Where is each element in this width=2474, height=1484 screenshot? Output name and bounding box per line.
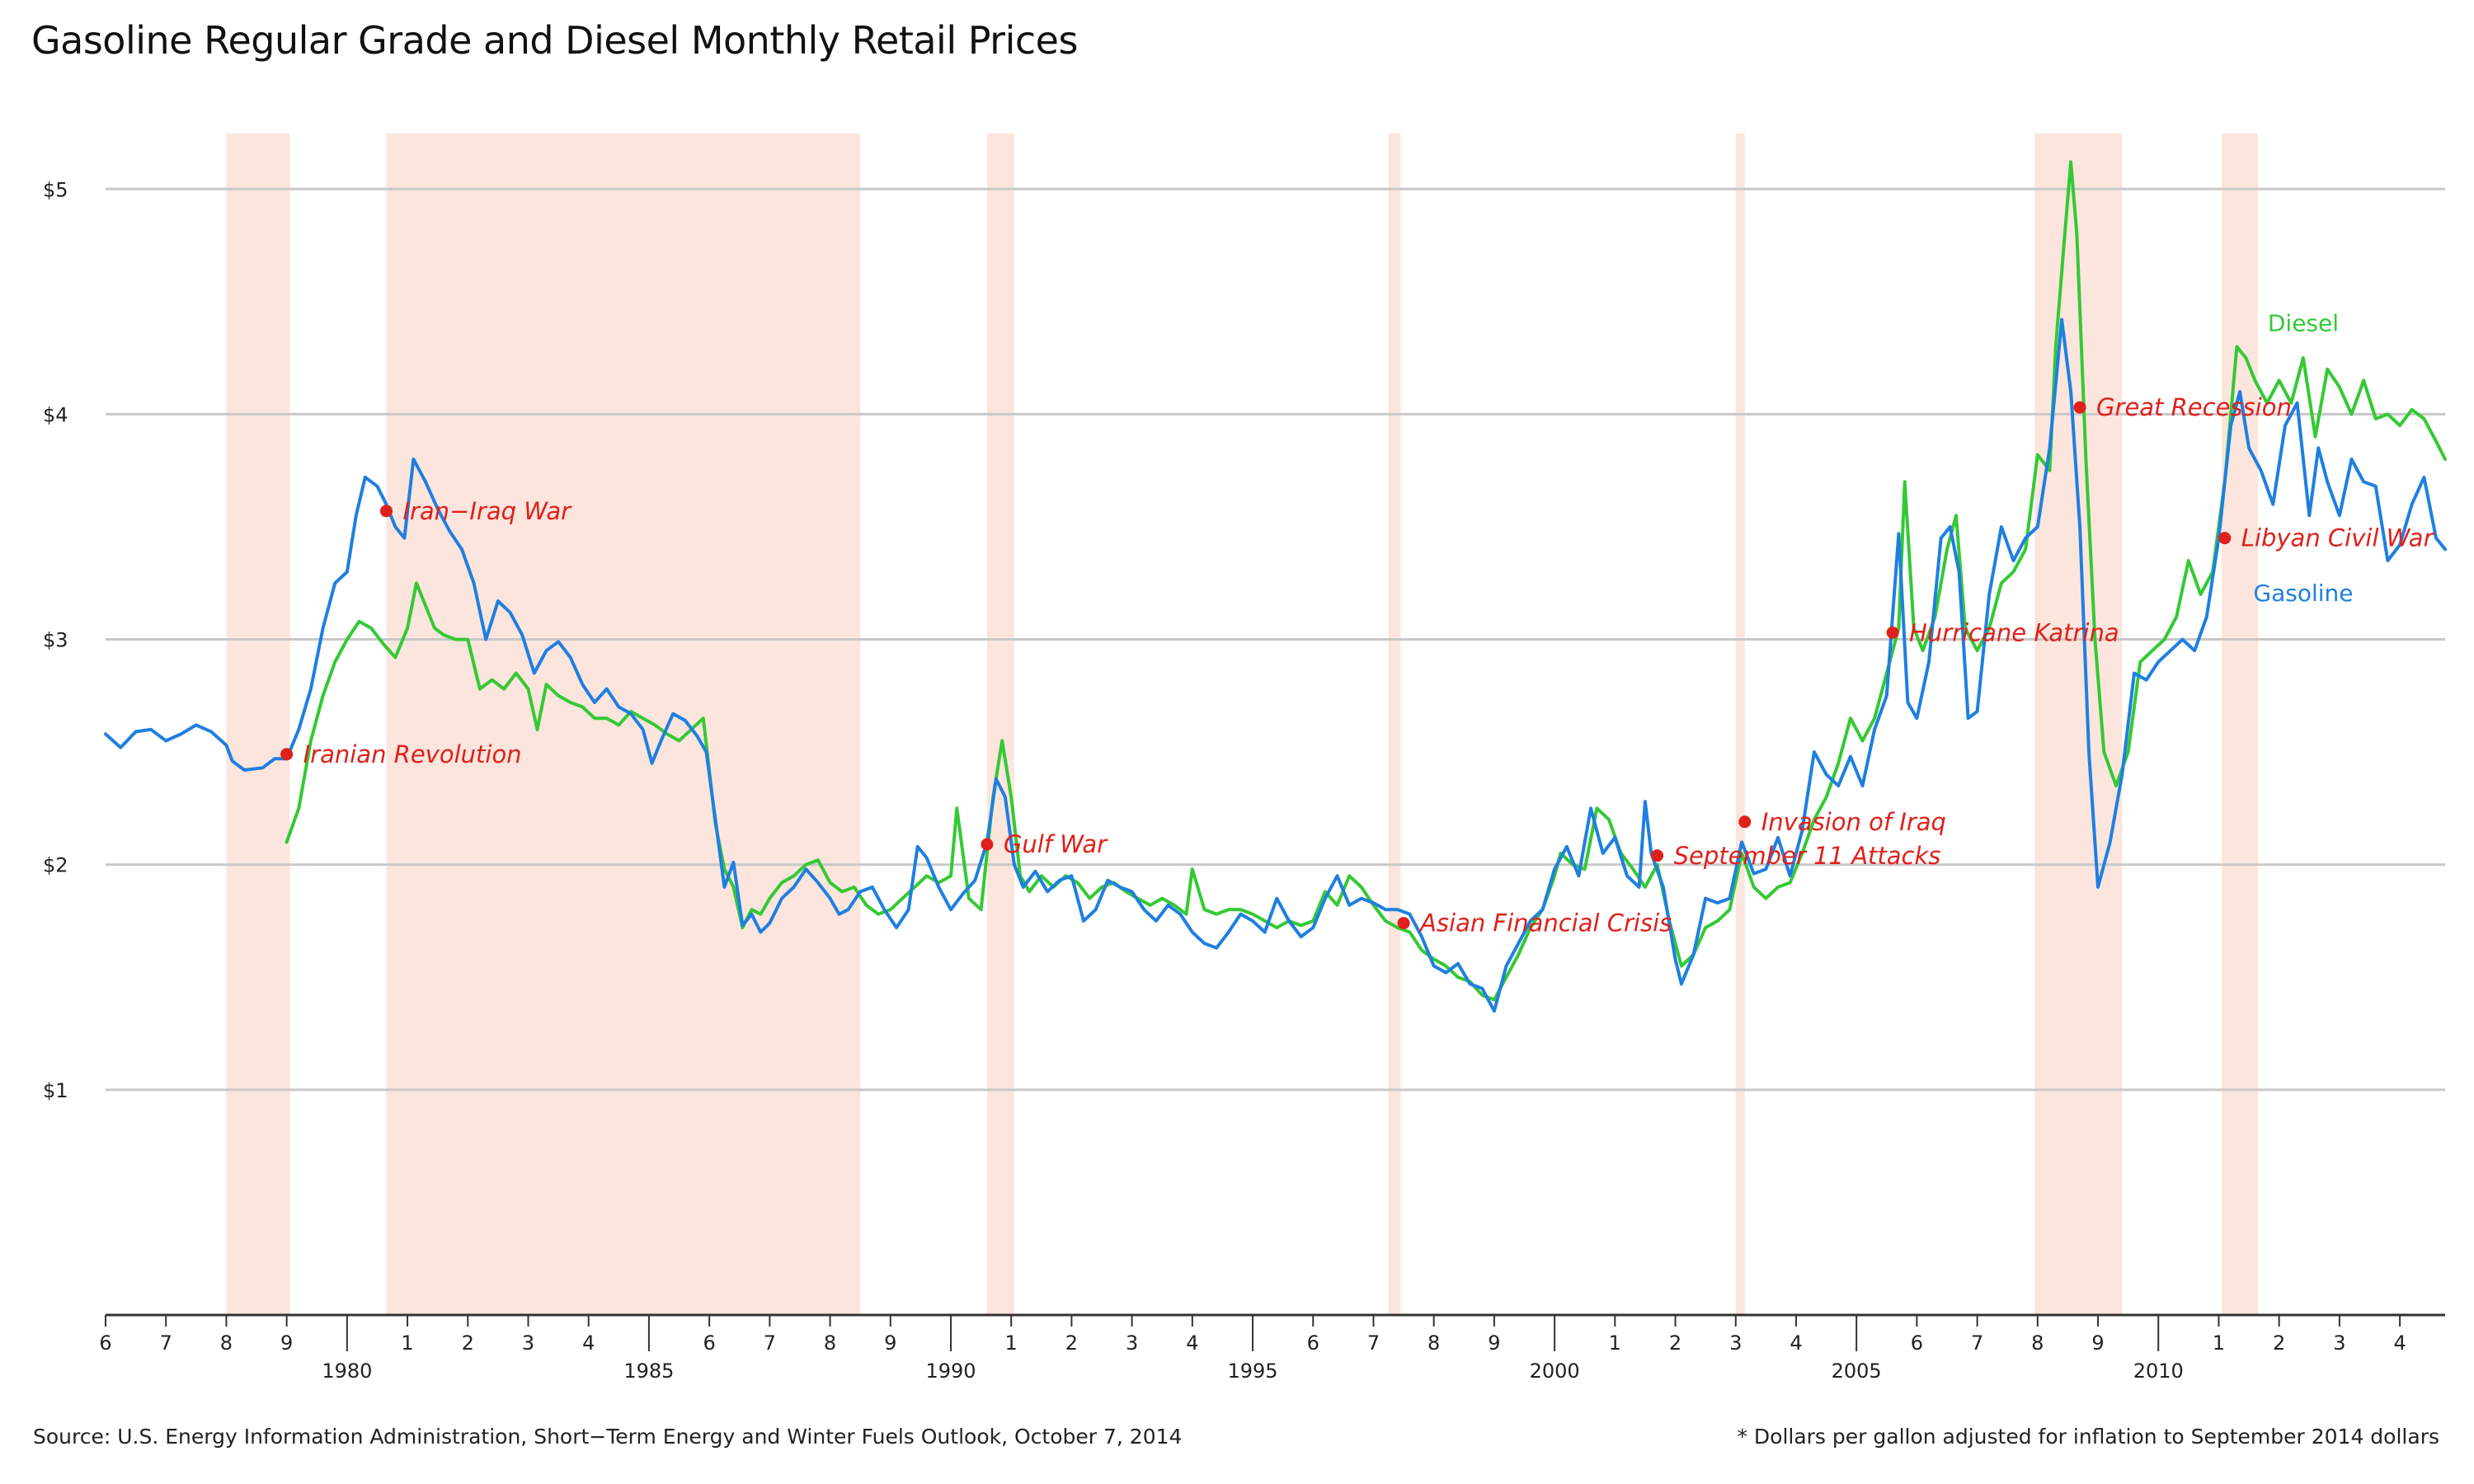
x-minor-tick-label-11: 9	[884, 1331, 896, 1355]
x-minor-tick-label-31: 4	[2393, 1331, 2406, 1355]
series-line-diesel	[285, 160, 2447, 1002]
source-note: Source: U.S. Energy Information Administ…	[33, 1425, 1183, 1449]
event-label-gulf-war: Gulf War	[1004, 830, 1108, 858]
x-year-label-2000: 2000	[1530, 1360, 1580, 1383]
series-lines	[104, 160, 2447, 1013]
x-year-label-1985: 1985	[623, 1360, 674, 1383]
event-label-asian-financial-crisis: Asian Financial Crisis	[1418, 909, 1672, 937]
x-minor-tick-label-10: 8	[824, 1331, 836, 1355]
shaded-period-1	[386, 134, 861, 1315]
x-minor-tick-label-13: 2	[1065, 1331, 1078, 1355]
event-marker-great-recession	[2073, 401, 2086, 414]
x-minor-tick-label-16: 6	[1307, 1331, 1319, 1355]
x-minor-tick-label-27: 9	[2091, 1331, 2104, 1355]
x-minor-tick-label-23: 4	[1790, 1331, 1802, 1355]
y-tick-label-4: $4	[43, 403, 68, 426]
x-minor-tick-label-3: 9	[280, 1331, 293, 1355]
x-year-label-1990: 1990	[925, 1360, 976, 1383]
series-line-gasoline	[104, 317, 2447, 1013]
y-tick-label-1: $1	[43, 1079, 68, 1102]
event-marker-iran-iraq-war	[379, 505, 393, 518]
series-label-gasoline: Gasoline	[2253, 580, 2353, 607]
x-year-label-2005: 2005	[1832, 1360, 1882, 1383]
event-marker-invasion-of-iraq	[1738, 815, 1752, 829]
shaded-period-4	[1735, 134, 1745, 1315]
x-minor-tick-label-22: 3	[1729, 1331, 1742, 1355]
event-label-iran-iraq-war: Iran−Iraq War	[402, 497, 572, 525]
x-minor-tick-label-28: 1	[2213, 1331, 2225, 1355]
x-minor-tick-label-2: 8	[220, 1331, 233, 1355]
recession-bands	[226, 134, 2259, 1315]
event-label-great-recession: Great Recession	[2096, 393, 2292, 421]
grid-lines: $1 $2 $3 $4 $5	[43, 178, 2445, 1102]
chart-title: Gasoline Regular Grade and Diesel Monthl…	[31, 18, 1078, 63]
x-minor-tick-label-17: 7	[1367, 1331, 1380, 1355]
x-minor-tick-label-8: 6	[703, 1331, 715, 1355]
x-minor-tick-label-12: 1	[1005, 1331, 1018, 1355]
y-tick-label-3: $3	[43, 629, 68, 652]
x-minor-tick-label-18: 8	[1427, 1331, 1440, 1355]
x-year-label-2010: 2010	[2133, 1360, 2184, 1383]
x-minor-tick-label-29: 2	[2273, 1331, 2285, 1355]
x-minor-tick-label-4: 1	[401, 1331, 413, 1355]
x-minor-tick-label-25: 7	[1971, 1331, 1983, 1355]
x-minor-tick-label-19: 9	[1488, 1331, 1500, 1355]
event-marker-hurricane-katrina	[1886, 626, 1899, 639]
x-minor-tick-label-6: 3	[522, 1331, 534, 1355]
event-annotations: Iranian Revolution Iran−Iraq War Gulf War A…	[280, 393, 2435, 937]
x-year-label-1980: 1980	[322, 1360, 372, 1383]
shaded-period-2	[986, 134, 1014, 1315]
x-minor-tick-label-20: 1	[1609, 1331, 1621, 1355]
event-label-september-11-attacks: September 11 Attacks	[1674, 842, 1941, 870]
x-minor-tick-label-5: 2	[462, 1331, 474, 1355]
x-minor-tick-label-15: 4	[1186, 1331, 1198, 1355]
x-minor-tick-label-21: 2	[1669, 1331, 1681, 1355]
x-minor-tick-label-30: 3	[2333, 1331, 2345, 1355]
x-minor-tick-label-14: 3	[1126, 1331, 1138, 1355]
x-year-label-1995: 1995	[1228, 1360, 1278, 1383]
event-label-hurricane-katrina: Hurricane Katrina	[1909, 618, 2119, 646]
shaded-period-6	[2222, 134, 2259, 1315]
event-marker-libyan-civil-war	[2218, 532, 2232, 545]
shaded-period-5	[2034, 134, 2123, 1315]
x-minor-tick-label-26: 8	[2031, 1331, 2044, 1355]
x-minor-tick-label-1: 7	[160, 1331, 172, 1355]
x-axis: 6 7 8 9 1 2 3 4 6 7 8 9 1 2 3 4 6 7 8 9 1 2 3 4 6 7 8 9 1 2 3 4 1980 1985…	[99, 1313, 2445, 1383]
event-label-iranian-revolution: Iranian Revolution	[303, 740, 522, 768]
event-label-invasion-of-iraq: Invasion of Iraq	[1761, 808, 1946, 836]
event-marker-asian-financial-crisis	[1397, 917, 1410, 930]
x-minor-tick-label-7: 4	[582, 1331, 595, 1355]
series-label-diesel: Diesel	[2268, 309, 2339, 336]
series-labels: Gasoline Diesel	[2253, 309, 2353, 607]
units-note: * Dollars per gallon adjusted for inflat…	[1737, 1425, 2439, 1449]
y-tick-label-2: $2	[43, 854, 68, 877]
event-marker-september-11-attacks	[1651, 849, 1664, 862]
event-marker-gulf-war	[981, 838, 994, 851]
event-marker-iranian-revolution	[280, 748, 294, 761]
x-minor-tick-label-9: 7	[764, 1331, 776, 1355]
shaded-period-3	[1388, 134, 1401, 1315]
x-minor-tick-label-0: 6	[99, 1331, 111, 1355]
event-label-libyan-civil-war: Libyan Civil War	[2241, 524, 2435, 552]
shaded-period-0	[226, 134, 290, 1315]
x-minor-tick-label-24: 6	[1911, 1331, 1923, 1355]
y-tick-label-5: $5	[43, 178, 68, 201]
